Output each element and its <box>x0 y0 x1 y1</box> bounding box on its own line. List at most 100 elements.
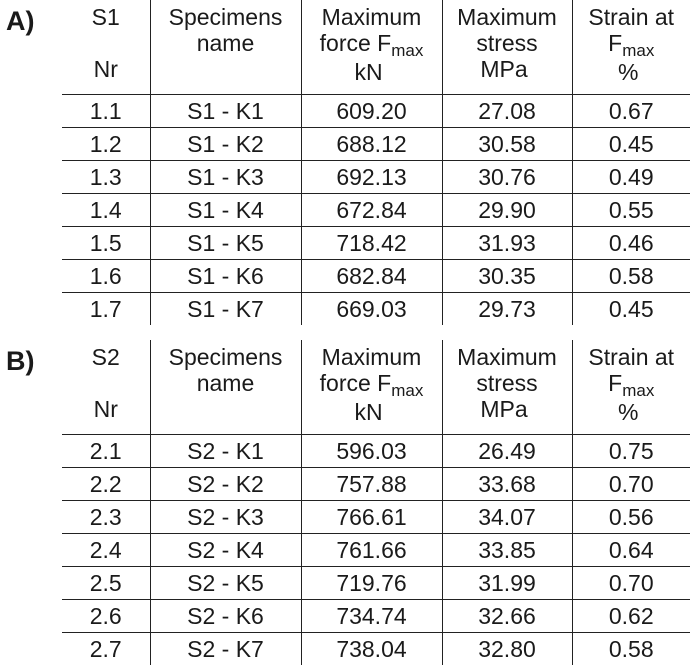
cell-nr: 1.7 <box>89 296 122 322</box>
table-row: 1.2 S1 - K2 688.12 30.58 0.45 <box>62 127 690 161</box>
cell-specimen-name: S2 - K7 <box>149 632 301 665</box>
table-row: 2.7 S2 - K7 738.04 32.80 0.58 <box>62 632 690 665</box>
header-strain-unit: % <box>618 59 639 85</box>
cell-specimen-name: S1 - K2 <box>149 127 301 161</box>
cell-max-force: 692.13 <box>300 160 442 194</box>
cell-strain: 0.62 <box>571 599 690 633</box>
cell-specimen-name: S1 - K5 <box>149 226 301 260</box>
header-strain: Strain at Fmax % <box>571 0 690 95</box>
specimen-table-s1: S1 Nr Specimens name Maximum force Fmax … <box>62 0 690 325</box>
table-row: 2.4 S2 - K4 761.66 33.85 0.64 <box>62 533 690 567</box>
table-row: 1.1 S1 - K1 609.20 27.08 0.67 <box>62 94 690 128</box>
cell-specimen-name: S1 - K6 <box>149 259 301 293</box>
cell-max-stress: 30.76 <box>441 160 572 194</box>
header-max-force: Maximum force Fmax kN <box>300 0 442 95</box>
cell-max-stress: 26.49 <box>441 434 572 468</box>
specimen-table-s2: S2 Nr Specimens name Maximum force Fmax … <box>62 340 690 665</box>
cell-nr: 1.4 <box>62 193 150 227</box>
cell-max-force: 757.88 <box>300 467 442 501</box>
cell-nr: 2.5 <box>62 566 150 600</box>
cell-max-force: 734.74 <box>300 599 442 633</box>
cell-max-stress: 29.90 <box>441 193 572 227</box>
cell-specimen-name: S2 - K5 <box>149 566 301 600</box>
header-force-unit: kN <box>354 399 383 425</box>
header-nr-label: Nr <box>93 396 118 422</box>
panel-label-a: A) <box>6 6 35 36</box>
header-specimens-name: Specimens name <box>149 340 301 435</box>
cell-strain: 0.67 <box>571 94 690 128</box>
cell-strain: 0.45 <box>571 292 690 325</box>
cell-max-stress: 31.93 <box>441 226 572 260</box>
table-body: 1.1 S1 - K1 609.20 27.08 0.67 1.2 S1 - K2 688.1… <box>62 94 690 325</box>
cell-nr: 2.4 <box>62 533 150 567</box>
cell-specimen-name: S2 - K4 <box>149 533 301 567</box>
cell-specimen-name: S1 - K7 <box>149 292 301 325</box>
panel-a: A) S1 Nr Specimens name Maximum force Fm… <box>0 0 698 330</box>
cell-strain: 0.58 <box>571 632 690 665</box>
cell-max-stress: 33.85 <box>441 533 572 567</box>
header-nr: S1 Nr <box>62 0 150 95</box>
cell-nr: 1.6 <box>62 259 150 293</box>
header-stress-unit: MPa <box>480 56 528 82</box>
cell-nr: 2.6 <box>62 599 150 633</box>
cell-strain: 0.49 <box>571 160 690 194</box>
cell-nr: 1.3 <box>62 160 150 194</box>
table-header-row: S2 Nr Specimens name Maximum force Fmax … <box>62 340 690 435</box>
header-max-stress: Maximum stress MPa <box>441 340 572 435</box>
table-row: 1.5 S1 - K5 718.42 31.93 0.46 <box>62 226 690 260</box>
cell-nr: 1.2 <box>62 127 150 161</box>
cell-specimen-name: S2 - K1 <box>149 434 301 468</box>
cell-specimen-name: S1 - K4 <box>149 193 301 227</box>
cell-max-stress: 27.08 <box>441 94 572 128</box>
table-row: 2.3 S2 - K3 766.61 34.07 0.56 <box>62 500 690 534</box>
table-row: 1.7 S1 - K7 669.03 29.73 0.45 <box>62 292 690 325</box>
cell-nr: 1.1 <box>62 94 150 128</box>
table-row: 1.3 S1 - K3 692.13 30.76 0.49 <box>62 160 690 194</box>
cell-specimen-name: S1 - K1 <box>149 94 301 128</box>
panel-label-b: B) <box>6 346 35 376</box>
table-row: 2.6 S2 - K6 734.74 32.66 0.62 <box>62 599 690 633</box>
cell-strain: 0.64 <box>571 533 690 567</box>
cell-specimen-name: S2 - K6 <box>149 599 301 633</box>
cell-strain: 0.75 <box>571 434 690 468</box>
cell-max-force: 688.12 <box>300 127 442 161</box>
panel-b: B) S2 Nr Specimens name Maximum force Fm… <box>0 340 698 668</box>
header-series: S2 <box>91 344 120 370</box>
header-strain-unit: % <box>618 399 639 425</box>
cell-max-force: 738.04 <box>300 632 442 665</box>
cell-specimen-name: S1 - K3 <box>149 160 301 194</box>
table-header-row: S1 Nr Specimens name Maximum force Fmax … <box>62 0 690 95</box>
cell-max-force: 672.84 <box>300 193 442 227</box>
header-series: S1 <box>91 4 120 30</box>
cell-max-force: 718.42 <box>300 226 442 260</box>
cell-strain: 0.70 <box>571 467 690 501</box>
header-force-unit: kN <box>354 59 383 85</box>
cell-strain: 0.46 <box>571 226 690 260</box>
cell-specimen-name: S2 - K2 <box>149 467 301 501</box>
cell-max-force: 761.66 <box>300 533 442 567</box>
table-row: 1.4 S1 - K4 672.84 29.90 0.55 <box>62 193 690 227</box>
cell-nr: 2.7 <box>89 636 122 662</box>
cell-strain: 0.70 <box>571 566 690 600</box>
header-strain: Strain at Fmax % <box>571 340 690 435</box>
cell-max-stress: 31.99 <box>441 566 572 600</box>
cell-max-stress: 30.35 <box>441 259 572 293</box>
header-specimens-name: Specimens name <box>149 0 301 95</box>
cell-strain: 0.58 <box>571 259 690 293</box>
table-row: 2.1 S2 - K1 596.03 26.49 0.75 <box>62 434 690 468</box>
cell-max-stress: 30.58 <box>441 127 572 161</box>
cell-nr: 2.3 <box>62 500 150 534</box>
cell-specimen-name: S2 - K3 <box>149 500 301 534</box>
cell-max-stress: 32.66 <box>441 599 572 633</box>
table-row: 2.2 S2 - K2 757.88 33.68 0.70 <box>62 467 690 501</box>
cell-strain: 0.56 <box>571 500 690 534</box>
cell-max-stress: 29.73 <box>441 292 572 325</box>
cell-nr: 2.2 <box>62 467 150 501</box>
header-stress-unit: MPa <box>480 396 528 422</box>
cell-max-stress: 33.68 <box>441 467 572 501</box>
header-nr-label: Nr <box>93 56 118 82</box>
cell-max-force: 719.76 <box>300 566 442 600</box>
cell-strain: 0.45 <box>571 127 690 161</box>
header-max-force: Maximum force Fmax kN <box>300 340 442 435</box>
cell-max-force: 609.20 <box>300 94 442 128</box>
